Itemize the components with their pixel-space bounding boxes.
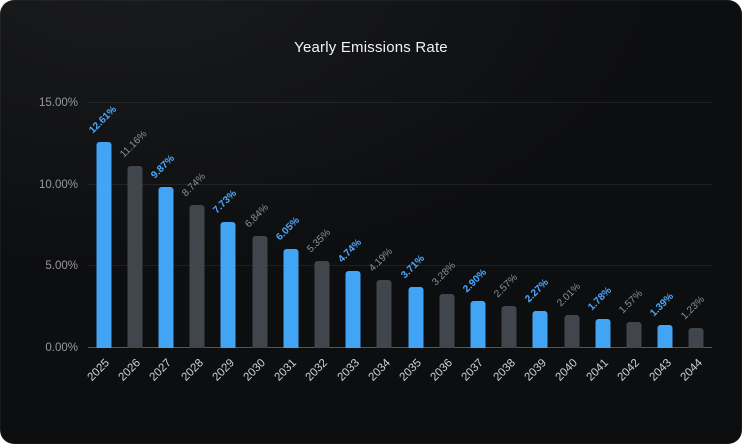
- x-axis-label: 2031: [272, 357, 300, 384]
- bar-column: 4.19% 2034: [366, 103, 400, 384]
- bar-column: 9.87% 2027: [148, 103, 181, 384]
- bar-2038: [501, 306, 517, 348]
- gridline: [88, 183, 712, 185]
- bar-value-label: 8.74%: [180, 171, 209, 200]
- bar-value-label: 1.23%: [679, 294, 708, 322]
- bar-column: 3.71% 2035: [398, 103, 431, 384]
- bar-column: 1.39% 2043: [647, 103, 681, 383]
- x-axis-label: 2043: [647, 357, 674, 384]
- bar-value-label: 2.01%: [554, 281, 583, 310]
- bar-value-label: 7.73%: [211, 187, 240, 216]
- gridline: [88, 102, 712, 103]
- bar-2043: [657, 325, 673, 348]
- bar-column: 6.05% 2031: [273, 103, 306, 383]
- bar-value-label: 9.87%: [149, 152, 178, 181]
- bar-value-label: 1.78%: [586, 285, 614, 313]
- y-axis-tick-label: 10.00%: [38, 178, 78, 191]
- bar-value-label: 3.71%: [398, 253, 427, 282]
- bars-group: 12.61% 2025 11.16% 2026 9.87% 2027 8.74% 2028 7.…: [86, 103, 712, 384]
- bar-value-label: 12.61%: [86, 104, 119, 137]
- bar-2028: [189, 205, 205, 348]
- bar-column: 3.28% 2036: [429, 103, 462, 384]
- bar-2035: [408, 287, 424, 348]
- y-axis-tick-label: 0.00%: [45, 342, 78, 354]
- bar-column: 11.16% 2026: [117, 103, 150, 383]
- bar-column: 2.90% 2037: [460, 103, 493, 384]
- x-axis-label: 2038: [491, 357, 518, 384]
- bar-column: 2.27% 2039: [522, 103, 556, 383]
- bar-column: 4.74% 2033: [335, 103, 369, 384]
- y-axis-tick-label: 5.00%: [45, 260, 78, 273]
- x-axis-label: 2033: [335, 357, 362, 384]
- x-axis-label: 2035: [397, 357, 425, 384]
- bar-2031: [283, 249, 299, 348]
- bar-2033: [345, 270, 361, 348]
- bar-value-label: 1.39%: [648, 291, 677, 320]
- x-axis-label: 2039: [522, 357, 549, 384]
- bar-2039: [532, 310, 548, 348]
- bar-column: 1.78% 2041: [585, 103, 618, 383]
- x-axis-label: 2025: [85, 357, 113, 384]
- y-axis-tick-label: 15.00%: [38, 97, 78, 109]
- bar-value-label: 2.90%: [461, 266, 490, 295]
- bar-2044: [688, 327, 704, 348]
- bar-value-label: 11.16%: [118, 128, 150, 160]
- bar-column: 8.74% 2028: [179, 103, 213, 383]
- bar-value-label: 4.19%: [367, 245, 396, 274]
- x-axis-label: 2028: [179, 357, 206, 384]
- bar-column: 12.61% 2025: [86, 103, 119, 383]
- bar-value-label: 1.57%: [617, 288, 646, 317]
- bar-2026: [127, 165, 143, 348]
- bar-column: 1.23% 2044: [678, 103, 712, 383]
- bar-2036: [439, 294, 455, 348]
- x-axis-label: 2040: [553, 357, 581, 384]
- gridline: [88, 265, 712, 267]
- bar-value-label: 6.84%: [242, 202, 271, 231]
- bar-value-label: 6.05%: [274, 215, 302, 244]
- x-axis-label: 2026: [116, 357, 144, 384]
- bar-2025: [96, 142, 112, 348]
- x-axis-label: 2044: [678, 357, 705, 384]
- bar-2032: [314, 260, 330, 348]
- x-axis-label: 2036: [428, 357, 456, 384]
- bar-2042: [626, 322, 642, 348]
- chart-title: Yearly Emissions Rate: [294, 39, 448, 56]
- bar-2029: [220, 221, 236, 348]
- bar-column: 6.84% 2030: [242, 103, 275, 383]
- bar-column: 5.35% 2032: [304, 103, 337, 384]
- bar-column: 2.57% 2038: [491, 103, 525, 383]
- bar-2041: [595, 318, 611, 348]
- bar-2037: [470, 300, 486, 348]
- x-axis-label: 2041: [584, 357, 612, 384]
- bar-2030: [252, 236, 268, 348]
- bar-column: 2.01% 2040: [554, 103, 587, 383]
- x-axis-label: 2037: [459, 357, 487, 384]
- bar-column: 1.57% 2042: [616, 103, 649, 384]
- x-axis-label: 2042: [615, 357, 643, 384]
- x-axis-line: [88, 347, 712, 348]
- bar-value-label: 5.35%: [305, 226, 334, 255]
- bar-value-label: 2.27%: [523, 277, 552, 305]
- bar-2027: [158, 186, 174, 348]
- bar-2034: [376, 279, 392, 348]
- x-axis-label: 2032: [303, 357, 331, 384]
- x-axis-label: 2034: [366, 357, 393, 384]
- plot-area: 0.00% 5.00% 10.00% 15.00% 12.61% 2025 11.16% 20…: [39, 97, 712, 384]
- bar-value-label: 4.74%: [336, 236, 365, 265]
- bar-value-label: 2.57%: [492, 272, 521, 301]
- bar-value-label: 3.28%: [430, 260, 458, 289]
- x-axis-label: 2030: [241, 357, 269, 384]
- x-axis-label: 2027: [147, 357, 175, 384]
- bar-2040: [564, 315, 580, 348]
- bar-column: 7.73% 2029: [210, 103, 244, 384]
- x-axis-label: 2029: [210, 357, 237, 384]
